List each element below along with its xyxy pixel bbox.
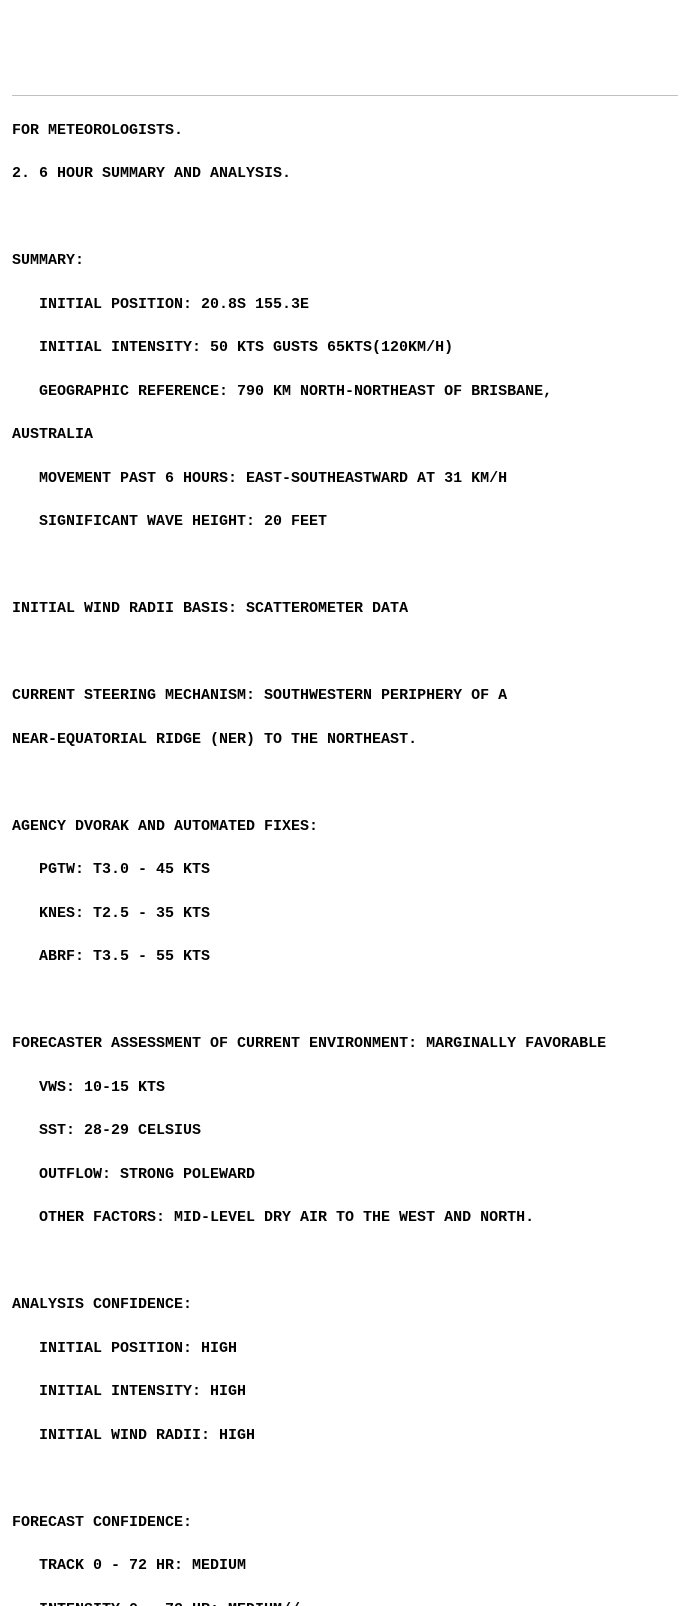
- summary-wave-height: SIGNIFICANT WAVE HEIGHT: 20 FEET: [12, 511, 678, 533]
- summary-initial-intensity: INITIAL INTENSITY: 50 KTS GUSTS 65KTS(12…: [12, 337, 678, 359]
- blank-line: [12, 990, 678, 1012]
- forecaster-other: OTHER FACTORS: MID-LEVEL DRY AIR TO THE …: [12, 1207, 678, 1229]
- forecaster-outflow: OUTFLOW: STRONG POLEWARD: [12, 1164, 678, 1186]
- analysis-conf-title: ANALYSIS CONFIDENCE:: [12, 1294, 678, 1316]
- forecast-conf-track: TRACK 0 - 72 HR: MEDIUM: [12, 1555, 678, 1577]
- blank-line: [12, 772, 678, 794]
- summary-title: SUMMARY:: [12, 250, 678, 272]
- forecaster-sst: SST: 28-29 CELSIUS: [12, 1120, 678, 1142]
- wind-radii-basis: INITIAL WIND RADII BASIS: SCATTEROMETER …: [12, 598, 678, 620]
- blank-line: [12, 555, 678, 577]
- top-divider: [12, 95, 678, 96]
- summary-geo-ref-2: AUSTRALIA: [12, 424, 678, 446]
- forecast-conf-intensity: INTENSITY 0 - 72 HR: MEDIUM//: [12, 1599, 678, 1606]
- analysis-conf-intensity: INITIAL INTENSITY: HIGH: [12, 1381, 678, 1403]
- forecaster-title: FORECASTER ASSESSMENT OF CURRENT ENVIRON…: [12, 1033, 678, 1055]
- summary-movement: MOVEMENT PAST 6 HOURS: EAST-SOUTHEASTWAR…: [12, 468, 678, 490]
- dvorak-pgtw: PGTW: T3.0 - 45 KTS: [12, 859, 678, 881]
- summary-initial-position: INITIAL POSITION: 20.8S 155.3E: [12, 294, 678, 316]
- header-line-2: 2. 6 HOUR SUMMARY AND ANALYSIS.: [12, 163, 678, 185]
- blank-line: [12, 1468, 678, 1490]
- forecaster-vws: VWS: 10-15 KTS: [12, 1077, 678, 1099]
- header-line-1: FOR METEOROLOGISTS.: [12, 120, 678, 142]
- blank-line: [12, 1251, 678, 1273]
- analysis-conf-position: INITIAL POSITION: HIGH: [12, 1338, 678, 1360]
- dvorak-knes: KNES: T2.5 - 35 KTS: [12, 903, 678, 925]
- steering-line-1: CURRENT STEERING MECHANISM: SOUTHWESTERN…: [12, 685, 678, 707]
- summary-geo-ref-1: GEOGRAPHIC REFERENCE: 790 KM NORTH-NORTH…: [12, 381, 678, 403]
- forecast-conf-title: FORECAST CONFIDENCE:: [12, 1512, 678, 1534]
- blank-line: [12, 207, 678, 229]
- blank-line: [12, 642, 678, 664]
- steering-line-2: NEAR-EQUATORIAL RIDGE (NER) TO THE NORTH…: [12, 729, 678, 751]
- dvorak-title: AGENCY DVORAK AND AUTOMATED FIXES:: [12, 816, 678, 838]
- analysis-conf-wind-radii: INITIAL WIND RADII: HIGH: [12, 1425, 678, 1447]
- dvorak-abrf: ABRF: T3.5 - 55 KTS: [12, 946, 678, 968]
